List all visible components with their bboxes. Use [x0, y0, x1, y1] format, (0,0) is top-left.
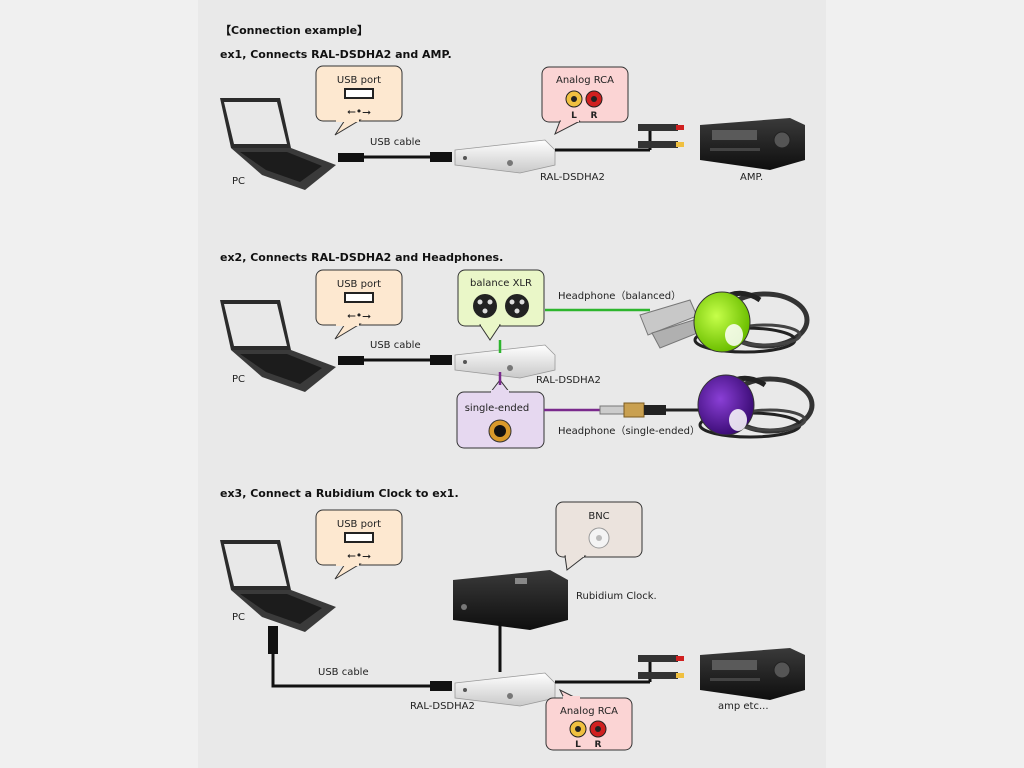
ex1-usb-port-bubble: USB port ⭠•⭢: [315, 65, 403, 136]
ex3-analog-rca-bubble: Analog RCA L R: [545, 688, 633, 751]
rca-plug-icon: [638, 672, 678, 679]
rca-plug-icon: [638, 655, 678, 662]
laptop-icon: [220, 540, 336, 632]
amplifier-icon: [700, 648, 805, 700]
ex3-bnc-bubble: BNC: [555, 501, 643, 571]
ex1-analog-rca-bubble: Analog RCA L R: [541, 66, 629, 136]
usb-symbol-icon: ⭠•⭢: [347, 105, 371, 118]
ex1-rca-r: R: [591, 111, 598, 121]
ex3-clock-label: Rubidium Clock.: [576, 591, 657, 602]
usb-b-plug-icon: [430, 152, 452, 162]
ex3-pc-label: PC: [232, 612, 245, 623]
ex2-usb-port-label: USB port: [337, 279, 381, 290]
phone-plug-icon: [599, 402, 666, 418]
xlr-plug-icon: [639, 299, 706, 349]
ex3-heading: ex3, Connect a Rubidium Clock to ex1.: [220, 487, 459, 500]
headphone-balanced-icon: [693, 290, 810, 354]
ex3-amp-label: amp etc...: [718, 701, 769, 712]
usb-a-plug-icon: [338, 356, 364, 365]
ex1-usb-port-label: USB port: [337, 75, 381, 86]
ex1-usb-cable-label: USB cable: [370, 137, 421, 148]
laptop-icon: [220, 98, 336, 190]
usb-symbol-icon: ⭠•⭢: [347, 549, 371, 562]
ex3-usb-cable-label: USB cable: [318, 667, 369, 678]
ex2-pc-label: PC: [232, 374, 245, 385]
ex1-rca-l: L: [571, 111, 577, 121]
ex2-section: ex2, Connects RAL-DSDHA2 and Headphones.…: [220, 251, 815, 449]
ex2-single-ended-bubble: single-ended: [456, 379, 545, 449]
ex2-xlr-label: balance XLR: [470, 278, 532, 289]
ex1-device-label: RAL-DSDHA2: [540, 172, 605, 183]
ex1-dac-device: [454, 139, 556, 174]
ex1-rca-label: Analog RCA: [556, 75, 614, 86]
headphone-balanced-label: Headphone（balanced）: [558, 290, 681, 302]
usb-a-plug-icon: [268, 626, 278, 654]
usb-a-plug-icon: [338, 153, 364, 162]
ex2-usb-cable-label: USB cable: [370, 340, 421, 351]
usb-port-icon: [344, 88, 374, 99]
ex3-section: ex3, Connect a Rubidium Clock to ex1. PC…: [220, 487, 805, 751]
amplifier-icon: [700, 118, 805, 170]
ex2-usb-port-bubble: USB port ⭠•⭢: [315, 269, 403, 340]
headphone-single-ended-icon: [697, 374, 815, 439]
ex1-heading: ex1, Connects RAL-DSDHA2 and AMP.: [220, 48, 452, 61]
ex1-amp-label: AMP.: [740, 172, 763, 183]
usb-port-icon: [344, 292, 374, 303]
rca-plug-icon: [638, 141, 678, 148]
xlr-jack-right-icon: [505, 294, 529, 318]
usb-port-icon: [344, 532, 374, 543]
page-title: 【Connection example】: [220, 24, 368, 37]
usb-symbol-icon: ⭠•⭢: [347, 309, 371, 322]
ex2-single-ended-label: single-ended: [465, 403, 530, 414]
ex3-rca-r: R: [595, 740, 602, 750]
ex2-device-label: RAL-DSDHA2: [536, 375, 601, 386]
ex3-usb-port-bubble: USB port ⭠•⭢: [315, 509, 403, 580]
rca-plug-icon: [638, 124, 678, 131]
ex2-heading: ex2, Connects RAL-DSDHA2 and Headphones.: [220, 251, 503, 264]
ex3-bnc-label: BNC: [588, 511, 609, 522]
xlr-jack-left-icon: [473, 294, 497, 318]
ex2-dac-device: [454, 344, 556, 379]
usb-b-plug-icon: [430, 681, 452, 691]
ex3-rca-label: Analog RCA: [560, 706, 618, 717]
headphone-single-label: Headphone（single-ended）: [558, 425, 700, 437]
ex3-usb-port-label: USB port: [337, 519, 381, 530]
ex1-section: ex1, Connects RAL-DSDHA2 and AMP. PC USB…: [220, 48, 805, 190]
ex2-balance-xlr-bubble: balance XLR: [457, 269, 545, 341]
usb-b-plug-icon: [430, 355, 452, 365]
rubidium-clock-icon: [453, 570, 568, 630]
ex1-pc-label: PC: [232, 176, 245, 187]
laptop-icon: [220, 300, 336, 392]
ex3-rca-l: L: [575, 740, 581, 750]
ex3-device-label: RAL-DSDHA2: [410, 701, 475, 712]
